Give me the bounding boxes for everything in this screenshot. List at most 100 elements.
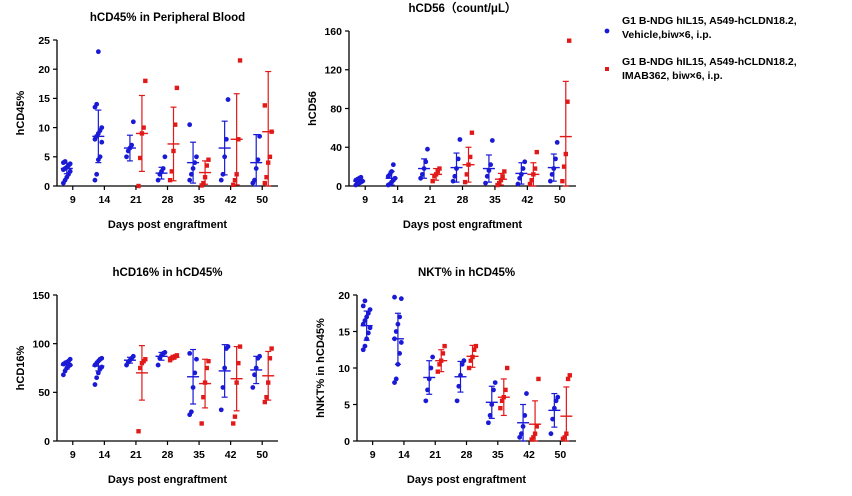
x-tick-label: 9	[70, 194, 76, 206]
data-point	[397, 314, 403, 320]
data-point	[173, 122, 178, 127]
data-point	[461, 358, 467, 364]
data-point	[501, 395, 506, 400]
data-point	[563, 151, 568, 157]
data-point	[222, 365, 228, 371]
data-point	[561, 164, 567, 169]
data-point	[364, 336, 370, 342]
data-point	[362, 318, 368, 323]
data-point	[174, 353, 180, 358]
x-tick-label: 50	[554, 194, 566, 206]
y-tick-label: 10	[338, 363, 350, 375]
data-point	[418, 175, 424, 181]
data-point	[187, 122, 193, 128]
data-point	[466, 365, 472, 371]
data-point	[392, 336, 397, 342]
data-point	[143, 78, 148, 84]
data-point	[124, 154, 129, 160]
data-point	[67, 169, 73, 174]
data-point	[192, 160, 198, 166]
data-point	[204, 163, 209, 168]
data-point	[455, 156, 461, 162]
data-point	[95, 370, 101, 376]
y-tick-label: 150	[32, 290, 50, 302]
x-tick-label: 21	[130, 449, 142, 461]
data-point	[435, 369, 441, 374]
x-tick-label: 28	[162, 449, 174, 461]
data-point	[138, 365, 143, 371]
legend-label-vehicle-line2: Vehicle,biw×6, i.p.	[622, 29, 712, 41]
data-point	[237, 58, 243, 63]
data-point	[435, 169, 440, 174]
data-point	[365, 310, 371, 316]
data-point	[472, 347, 477, 352]
data-point	[393, 329, 399, 334]
data-point	[130, 353, 136, 359]
data-point	[92, 382, 98, 387]
y-tick-label: 5	[44, 152, 50, 164]
data-point	[520, 424, 526, 429]
y-axis-label: hNKT% in hCD45%	[315, 318, 327, 418]
series-imab362	[430, 38, 572, 188]
data-point	[188, 171, 194, 177]
x-tick-label: 21	[429, 449, 441, 461]
data-point	[252, 372, 257, 378]
legend-label-imab362-line2: IMAB362, biw×6, i.p.	[622, 70, 723, 82]
data-point	[187, 351, 193, 356]
series-vehicle	[360, 294, 561, 442]
data-point	[458, 372, 463, 378]
data-point	[206, 157, 211, 162]
data-point	[262, 399, 268, 405]
data-point	[457, 137, 463, 142]
x-tick-label: 42	[225, 194, 237, 206]
y-tick-label: 120	[324, 65, 342, 77]
data-point	[364, 314, 370, 320]
x-tick-label: 28	[461, 449, 473, 461]
data-point	[365, 330, 371, 336]
y-tick-label: 0	[344, 436, 350, 448]
data-point	[488, 162, 494, 168]
data-point	[204, 365, 209, 371]
chart-panel-1: hCD45% in Peripheral Blood 0 5 10 15 20 25 9 14 2…	[15, 12, 278, 231]
data-point	[423, 398, 429, 404]
data-point	[202, 175, 208, 180]
data-point	[518, 171, 524, 177]
data-point	[99, 125, 105, 130]
data-point	[551, 405, 557, 411]
data-point	[522, 159, 528, 165]
data-point	[231, 182, 236, 188]
data-point	[430, 178, 435, 184]
data-point	[390, 162, 396, 168]
data-point	[199, 421, 204, 426]
data-point	[206, 358, 211, 364]
data-point	[532, 431, 538, 436]
data-point	[468, 358, 473, 363]
x-tick-label: 35	[492, 449, 504, 461]
data-point	[499, 398, 505, 404]
data-point	[190, 385, 196, 390]
data-point	[392, 175, 398, 181]
data-point	[564, 431, 569, 436]
data-point	[264, 395, 269, 400]
data-point	[534, 149, 539, 155]
y-tick-label: 20	[338, 290, 350, 302]
data-point	[269, 346, 274, 351]
x-tick-label: 42	[523, 449, 535, 461]
x-axis-label: Days post engraftment	[407, 474, 527, 486]
chart-title: hCD16% in hCD45%	[113, 267, 223, 279]
data-point	[253, 166, 259, 171]
data-point	[222, 154, 228, 160]
data-point	[551, 166, 557, 171]
x-axis-label: Days post engraftment	[108, 219, 228, 231]
y-tick-label: 50	[38, 387, 50, 399]
chart-panels: hCD45% in Peripheral Blood 0 5 10 15 20 25 9 14 2…	[15, 1, 576, 486]
data-point	[174, 85, 180, 91]
data-point	[136, 429, 141, 434]
data-point	[531, 435, 536, 440]
data-point	[194, 154, 199, 160]
data-point	[264, 175, 269, 180]
data-point	[97, 154, 103, 160]
data-point	[452, 173, 458, 179]
x-tick-label: 21	[130, 194, 142, 206]
